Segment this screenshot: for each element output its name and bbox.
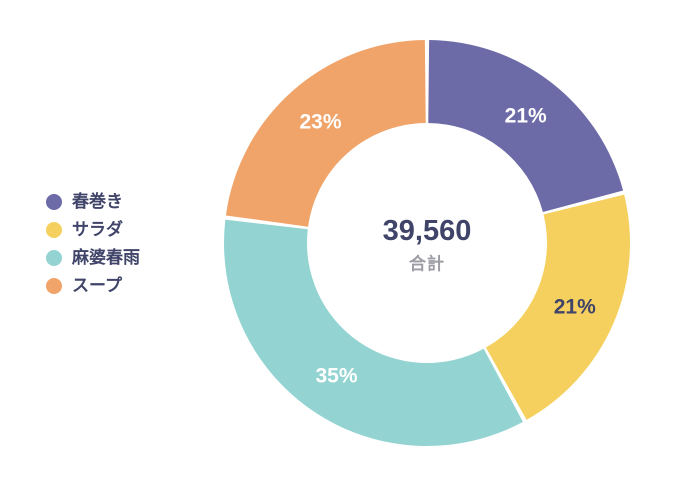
legend-color-dot-mabo-harusame	[46, 249, 62, 266]
slice-percent-label-3: 23%	[300, 111, 342, 134]
slice-percent-label-1: 21%	[554, 295, 596, 318]
legend: 春巻き サラダ 麻婆春雨 スープ	[46, 192, 140, 295]
donut-slice-labels: 21% 21% 35% 23%	[300, 104, 597, 387]
legend-item-soup: スープ	[46, 276, 140, 295]
legend-color-dot-harumaki	[46, 193, 62, 210]
donut-chart: 21% 21% 35% 23% 39,560 合計	[224, 40, 630, 446]
legend-item-harumaki: 春巻き	[46, 192, 140, 211]
legend-label-harumaki: 春巻き	[72, 192, 123, 211]
legend-color-dot-salad	[46, 221, 62, 238]
legend-label-salad: サラダ	[72, 220, 123, 239]
legend-label-mabo-harusame: 麻婆春雨	[72, 248, 140, 267]
donut-slice-1	[485, 194, 630, 420]
legend-item-salad: サラダ	[46, 220, 140, 239]
donut-slice-0	[428, 40, 624, 212]
chart-area: 21% 21% 35% 23% 39,560 合計	[207, 23, 647, 463]
donut-total-value: 39,560	[383, 215, 472, 247]
donut-total-label: 合計	[409, 254, 445, 274]
slice-percent-label-0: 21%	[505, 104, 547, 127]
donut-slices	[224, 40, 630, 446]
donut-slice-3	[225, 40, 426, 227]
legend-label-soup: スープ	[72, 276, 122, 295]
legend-item-mabo-harusame: 麻婆春雨	[46, 248, 140, 267]
legend-color-dot-soup	[46, 277, 62, 294]
slice-percent-label-2: 35%	[315, 365, 357, 388]
donut-slice-2	[224, 219, 523, 446]
